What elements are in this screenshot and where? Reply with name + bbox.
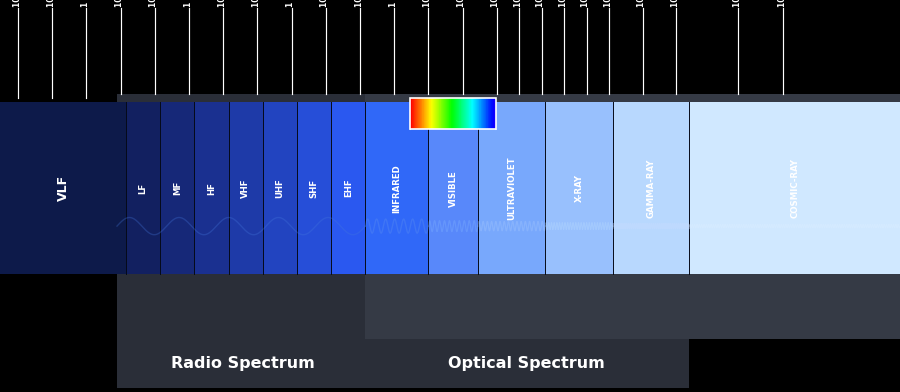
- Bar: [117, 94, 423, 339]
- Text: 100 kHZ: 100 kHZ: [149, 0, 158, 7]
- Text: 10¹⁸ HZ: 10¹⁸ HZ: [559, 0, 568, 7]
- Text: LF: LF: [139, 183, 148, 194]
- Text: VLF: VLF: [57, 175, 69, 201]
- Bar: [0, 102, 126, 274]
- Text: GAMMA-RAY: GAMMA-RAY: [646, 158, 655, 218]
- Text: EHF: EHF: [344, 179, 353, 198]
- Text: 10¹⁵ HZ: 10¹⁵ HZ: [491, 0, 500, 7]
- Text: MF: MF: [173, 181, 182, 195]
- Text: 10²¹ HZ: 10²¹ HZ: [637, 0, 646, 7]
- Bar: [194, 102, 229, 274]
- Bar: [126, 102, 160, 274]
- Bar: [117, 339, 367, 388]
- Text: 10 kHZ: 10 kHZ: [115, 0, 124, 7]
- Text: 10¹⁶ HZ: 10¹⁶ HZ: [514, 0, 523, 7]
- Bar: [229, 102, 263, 274]
- Text: X-RAY: X-RAY: [574, 174, 583, 202]
- Text: 10 GHZ: 10 GHZ: [320, 0, 329, 7]
- Bar: [545, 102, 613, 274]
- Text: SHF: SHF: [310, 179, 319, 198]
- Bar: [297, 102, 331, 274]
- Bar: [160, 102, 194, 274]
- Text: INFRARED: INFRARED: [392, 164, 401, 212]
- Text: COSMIC-RAY: COSMIC-RAY: [790, 158, 799, 218]
- Text: VISIBLE: VISIBLE: [448, 170, 457, 207]
- Bar: [365, 94, 900, 339]
- Text: HF: HF: [207, 182, 216, 194]
- Text: 100 THZ: 100 THZ: [457, 0, 466, 7]
- Text: 10 THZ: 10 THZ: [423, 0, 432, 7]
- Text: 10²⁴ HZ: 10²⁴ HZ: [778, 0, 787, 7]
- Text: 1 MHZ: 1 MHZ: [184, 0, 193, 7]
- Text: 10¹⁷ HZ: 10¹⁷ HZ: [536, 0, 545, 7]
- Text: Optical Spectrum: Optical Spectrum: [448, 356, 605, 371]
- Text: 10²² HZ: 10²² HZ: [670, 0, 680, 7]
- Text: 10¹⁹ HZ: 10¹⁹ HZ: [581, 0, 590, 7]
- Text: 100 HZ: 100 HZ: [47, 0, 56, 7]
- Text: 1 THZ: 1 THZ: [389, 0, 398, 7]
- Text: 10²⁰ HZ: 10²⁰ HZ: [604, 0, 613, 7]
- Text: 100 GHZ: 100 GHZ: [355, 0, 364, 7]
- Text: VHF: VHF: [241, 178, 250, 198]
- Text: Radio Spectrum: Radio Spectrum: [171, 356, 315, 371]
- Text: 100 MHZ: 100 MHZ: [252, 0, 261, 7]
- Text: UHF: UHF: [275, 178, 284, 198]
- Bar: [331, 102, 365, 274]
- Bar: [365, 339, 689, 388]
- Text: ULTRAVIOLET: ULTRAVIOLET: [508, 156, 517, 220]
- Text: 10²³ HZ: 10²³ HZ: [733, 0, 742, 7]
- Text: 10 MHZ: 10 MHZ: [218, 0, 227, 7]
- Bar: [478, 102, 545, 274]
- Bar: [613, 102, 689, 274]
- Bar: [689, 102, 900, 274]
- Text: 10 HZ: 10 HZ: [13, 0, 22, 7]
- Bar: [428, 102, 478, 274]
- Bar: [365, 102, 428, 274]
- Text: 1 kHZ: 1 kHZ: [81, 0, 90, 7]
- Bar: [263, 102, 297, 274]
- Text: 1 GHZ: 1 GHZ: [286, 0, 295, 7]
